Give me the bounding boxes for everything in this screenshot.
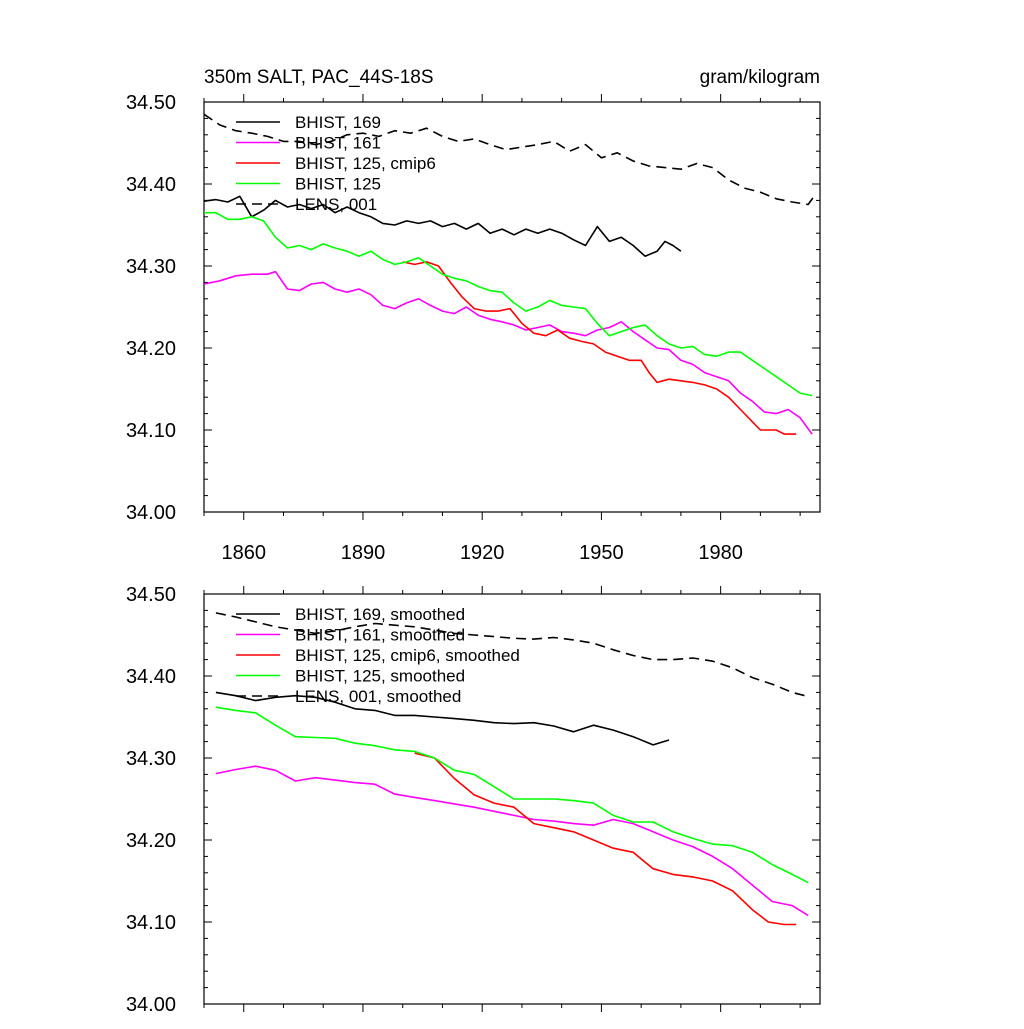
series-line: [203, 113, 817, 206]
plot-frame: [203, 593, 821, 1005]
legend-label: BHIST, 161: [295, 134, 381, 153]
series-line: [203, 195, 682, 257]
y-tick-label: 34.30: [126, 256, 176, 278]
legend-label: LENS, 001, smoothed: [295, 687, 461, 706]
legend-label: BHIST, 169, smoothed: [295, 605, 465, 624]
y-tick-label: 34.10: [126, 420, 176, 442]
x-tick-label: 1950: [579, 542, 624, 564]
y-tick-label: 34.10: [126, 912, 176, 934]
legend-label: BHIST, 169: [295, 113, 381, 132]
y-tick-label: 34.00: [126, 994, 176, 1016]
series-line: [215, 691, 670, 746]
y-tick-label: 34.00: [126, 502, 176, 524]
series-line: [215, 612, 809, 698]
x-tick-label: 1920: [460, 542, 505, 564]
series-line: [402, 261, 797, 435]
y-tick-label: 34.20: [126, 338, 176, 360]
legend-label: BHIST, 125, cmip6, smoothed: [295, 646, 520, 665]
series-line: [215, 765, 809, 917]
chart-title: 350m SALT, PAC_44S-18S: [204, 67, 434, 88]
plot-frame: [203, 101, 821, 513]
y-tick-label: 34.50: [126, 584, 176, 606]
x-tick-label: 1860: [221, 542, 266, 564]
series-line: [215, 706, 809, 884]
y-tick-label: 34.30: [126, 748, 176, 770]
legend-label: BHIST, 125, smoothed: [295, 667, 465, 686]
series-line: [204, 211, 813, 397]
y-tick-label: 34.50: [126, 92, 176, 114]
legend-label: BHIST, 125, cmip6: [295, 154, 436, 173]
y-tick-label: 34.40: [126, 666, 176, 688]
y-tick-label: 34.20: [126, 830, 176, 852]
legend-label: BHIST, 161, smoothed: [295, 626, 465, 645]
legend-label: BHIST, 125: [295, 175, 381, 194]
y-tick-label: 34.40: [126, 174, 176, 196]
x-tick-label: 1980: [698, 542, 743, 564]
chart-units-label: gram/kilogram: [700, 67, 820, 88]
x-tick-label: 1890: [341, 542, 386, 564]
legend-label: LENS, 001: [295, 195, 377, 214]
series-line: [414, 752, 797, 926]
series-line: [203, 270, 813, 435]
